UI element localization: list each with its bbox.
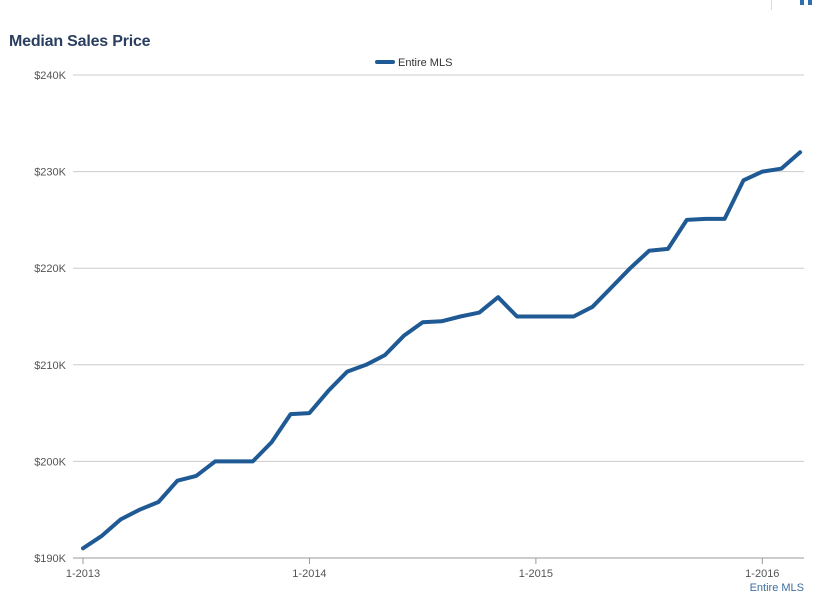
data-point xyxy=(364,363,368,367)
data-point xyxy=(402,334,406,338)
y-tick-label: $230K xyxy=(34,167,66,179)
data-point xyxy=(496,295,500,299)
data-point xyxy=(572,315,576,318)
y-tick-label: $220K xyxy=(34,263,66,275)
legend-label: Entire MLS xyxy=(398,57,452,69)
data-point xyxy=(477,311,481,315)
data-point xyxy=(156,500,160,504)
data-point xyxy=(194,474,198,478)
data-point xyxy=(609,286,613,290)
data-point xyxy=(515,315,519,318)
data-point xyxy=(100,534,104,538)
data-point xyxy=(704,217,708,221)
data-point xyxy=(458,315,462,318)
data-point xyxy=(81,546,85,550)
data-point xyxy=(345,370,349,374)
x-tick-label: 1-2016 xyxy=(745,568,779,580)
y-tick-label: $200K xyxy=(34,456,66,468)
chart-title: Median Sales Price xyxy=(9,33,151,50)
data-point xyxy=(647,249,651,253)
data-point xyxy=(779,167,783,171)
data-point xyxy=(666,247,670,251)
series-line xyxy=(81,150,803,551)
x-tick-label: 1-2015 xyxy=(519,568,553,580)
data-point xyxy=(760,170,764,174)
data-point xyxy=(553,315,557,318)
data-point xyxy=(270,440,274,444)
y-tick-label: $190K xyxy=(34,553,66,565)
data-point xyxy=(685,218,689,222)
data-point xyxy=(307,411,311,415)
data-point xyxy=(232,459,236,463)
data-point xyxy=(723,217,727,221)
data-point xyxy=(326,389,330,393)
x-tick-label: 1-2014 xyxy=(292,568,326,580)
data-point xyxy=(628,266,632,270)
data-point xyxy=(119,517,123,521)
y-tick-label: $240K xyxy=(34,70,66,82)
data-point xyxy=(175,479,179,483)
y-tick-label: $210K xyxy=(34,360,66,372)
data-point xyxy=(440,319,444,323)
data-point xyxy=(138,508,142,512)
data-point xyxy=(741,178,745,182)
top-divider xyxy=(771,0,772,10)
data-point xyxy=(383,353,387,357)
data-point xyxy=(534,315,538,318)
data-point xyxy=(590,305,594,309)
data-point xyxy=(421,320,425,324)
source-label: Entire MLS xyxy=(749,582,804,594)
data-point xyxy=(798,150,802,154)
x-tick-label: 1-2013 xyxy=(66,568,100,580)
data-point xyxy=(289,412,293,416)
data-point xyxy=(213,459,217,463)
corner-icon xyxy=(796,0,818,5)
data-point xyxy=(251,459,255,463)
